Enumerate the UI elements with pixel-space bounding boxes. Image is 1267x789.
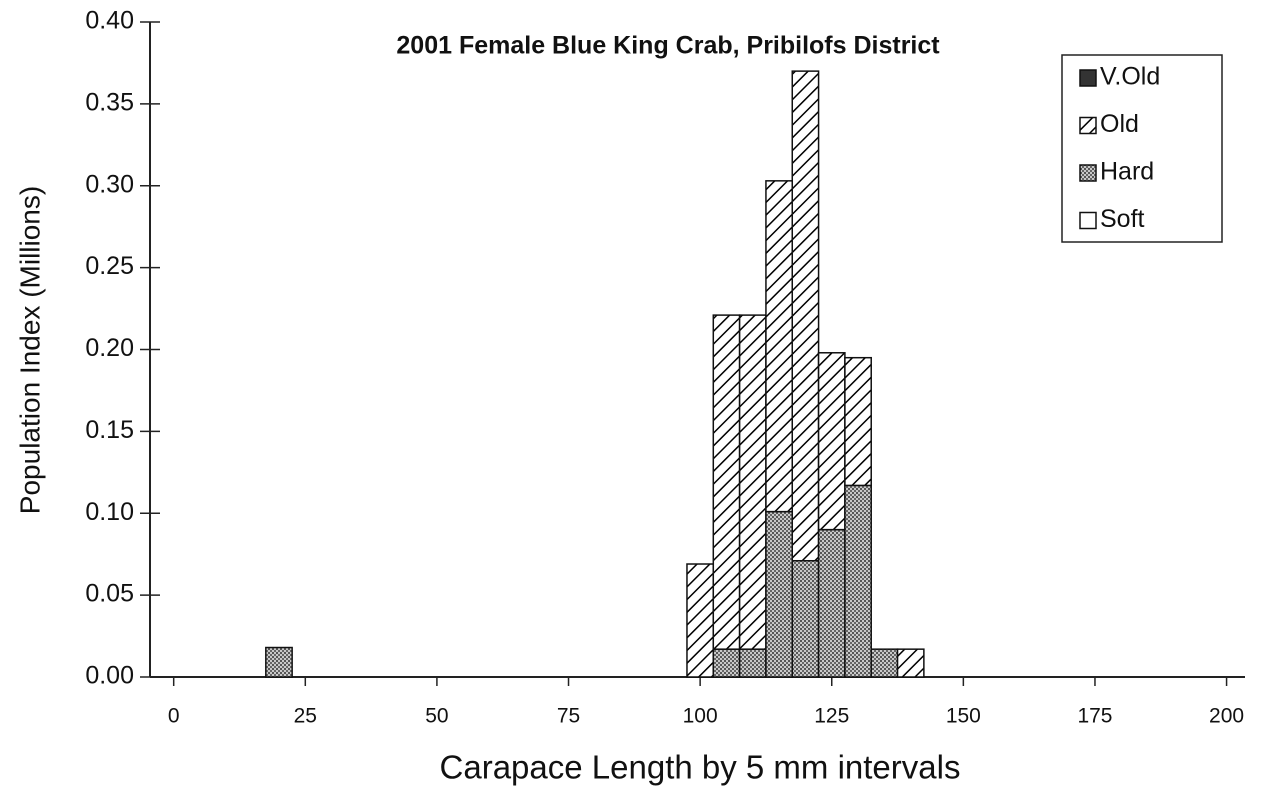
x-tick-label: 75: [557, 705, 580, 728]
bar-segment: [738, 314, 767, 650]
y-tick-label: 0.20: [85, 334, 134, 362]
x-axis-label: Carapace Length by 5 mm intervals: [440, 749, 961, 786]
bar-segment: [265, 646, 293, 678]
legend-swatch: [1079, 211, 1097, 230]
bar-segment: [686, 563, 715, 678]
x-tick-label: 100: [683, 705, 718, 728]
y-tick-label: 0.30: [85, 170, 134, 198]
bar-segment: [870, 648, 899, 678]
bar-segment: [791, 559, 820, 678]
legend-label: Soft: [1100, 205, 1145, 233]
bar-segment: [738, 648, 767, 678]
bar-segment: [896, 648, 925, 678]
bar-segment: [765, 180, 794, 513]
legend-label: V.Old: [1100, 63, 1160, 91]
x-tick-label: 125: [814, 705, 849, 728]
x-tick-label: 0: [168, 705, 180, 728]
y-tick-label: 0.40: [85, 7, 134, 35]
y-tick-label: 0.05: [85, 580, 134, 608]
x-tick-label: 150: [946, 705, 981, 728]
y-tick-label: 0.00: [85, 662, 134, 690]
y-tick-label: 0.35: [85, 88, 134, 116]
bar-segment: [765, 510, 794, 678]
bar-segment: [844, 484, 872, 678]
legend-swatch: [1079, 164, 1097, 182]
y-tick-label: 0.15: [85, 416, 134, 444]
y-tick-label: 0.10: [85, 498, 134, 526]
chart-title: 2001 Female Blue King Crab, Pribilofs Di…: [396, 32, 940, 60]
x-tick-label: 50: [425, 705, 448, 728]
bar-segment: [844, 356, 872, 487]
x-tick-label: 175: [1077, 705, 1112, 728]
y-tick-label: 0.25: [85, 252, 134, 280]
legend-swatch: [1079, 116, 1097, 135]
x-tick-label: 25: [294, 705, 317, 728]
bar-segment: [712, 648, 741, 678]
bar-segment: [817, 528, 846, 678]
bar-segment: [791, 70, 820, 562]
bar-segment: [817, 352, 846, 531]
bar-segment: [712, 314, 741, 650]
legend-swatch: [1079, 69, 1097, 87]
x-tick-label: 200: [1209, 705, 1244, 728]
y-axis-label: Population Index (Millions): [14, 186, 45, 514]
legend-label: Old: [1100, 110, 1139, 138]
legend-label: Hard: [1100, 158, 1154, 186]
